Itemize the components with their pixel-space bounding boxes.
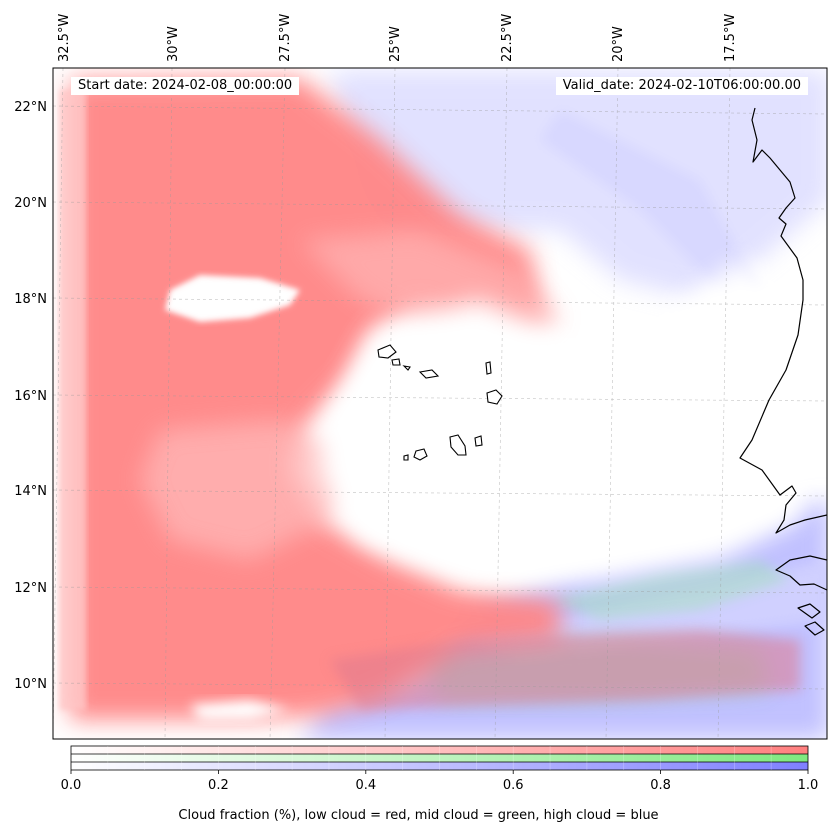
valid-date-label: Valid_date: 2024-02-10T06:00:00.00 [555, 77, 808, 95]
meridian-17-5w [717, 68, 731, 739]
island-sao-vicente [391, 358, 401, 366]
island-sal [485, 361, 492, 375]
high-cloud-streak [540, 110, 760, 300]
clear-patch-center [320, 260, 800, 580]
map-frame [52, 67, 828, 740]
graticule [53, 68, 827, 739]
island-santo-antao [377, 344, 397, 359]
island-maio [474, 435, 483, 447]
lon-label-32-5w: 32.5°W [57, 14, 72, 62]
low-cloud-south [330, 630, 800, 710]
lat-label-10n: 10°N [14, 677, 47, 692]
bijagos-coast [797, 603, 821, 619]
colorbar-tick-label-1: 0.2 [208, 778, 229, 793]
meridian-22-5w [494, 68, 508, 739]
clear-patch-south [190, 700, 290, 720]
island-fogo [413, 448, 428, 461]
lon-label-27-5w: 27.5°W [278, 14, 293, 62]
island-boa-vista [486, 389, 503, 405]
colorbar-ticks: 0.0 0.2 0.4 0.6 0.8 1.0 [61, 746, 819, 793]
lat-label-20n: 20°N [14, 196, 47, 211]
lon-label-22-5w: 22.5°W [500, 14, 515, 62]
clear-areas [165, 260, 800, 720]
meridian-27-5w [269, 68, 286, 739]
lon-label-17-5w: 17.5°W [723, 14, 738, 62]
colorbar: 0.0 0.2 0.4 0.6 0.8 1.0 [61, 745, 819, 793]
cape-verde-islands [377, 344, 503, 461]
lon-label-30w: 30°W [166, 26, 181, 62]
colorbar-tick-label-3: 0.6 [503, 778, 524, 793]
colorbar-red-strip [71, 746, 808, 754]
coastlines [739, 107, 827, 636]
colorbar-tick-label-0: 0.0 [61, 778, 82, 793]
colorbar-tick-label-5: 1.0 [798, 778, 819, 793]
lat-label-16n: 16°N [14, 389, 47, 404]
low-cloud-western-edge [60, 90, 86, 710]
lon-label-25w: 25°W [388, 26, 403, 62]
lat-label-12n: 12°N [14, 581, 47, 596]
lat-label-14n: 14°N [14, 484, 47, 499]
guinea-coast [804, 621, 825, 636]
lat-label-22n: 22°N [14, 100, 47, 115]
meridian-32-5w [53, 68, 64, 739]
colorbar-caption: Cloud fraction (%), low cloud = red, mid… [178, 808, 659, 823]
lon-label-20w: 20°W [611, 26, 626, 62]
africa-coastline-south [775, 555, 827, 591]
low-cloud-tongue [140, 420, 360, 560]
meridian-20w [605, 68, 619, 739]
map-panel [53, 68, 827, 739]
island-santa-luzia [402, 365, 411, 371]
latitude-labels: 22°N 20°N 18°N 16°N 14°N 12°N 10°N [14, 100, 47, 692]
colorbar-green-strip [71, 754, 808, 762]
lat-label-18n: 18°N [14, 292, 47, 307]
africa-coastline [739, 107, 827, 534]
island-santiago [449, 434, 467, 456]
island-brava [403, 454, 409, 461]
colorbar-blue-strip [71, 762, 808, 770]
meridian-25w [384, 68, 396, 739]
mid-cloud-band [550, 560, 790, 620]
colorbar-frame [70, 745, 809, 771]
meridian-30w [164, 68, 173, 739]
island-sao-nicolau [418, 369, 440, 379]
clear-patch-north [165, 275, 300, 322]
longitude-labels: 32.5°W 30°W 27.5°W 25°W 22.5°W 20°W 17.5… [57, 14, 738, 62]
colorbar-tick-label-4: 0.8 [650, 778, 671, 793]
colorbar-tick-label-2: 0.4 [355, 778, 376, 793]
start-date-label: Start date: 2024-02-08_00:00:00 [71, 77, 300, 95]
